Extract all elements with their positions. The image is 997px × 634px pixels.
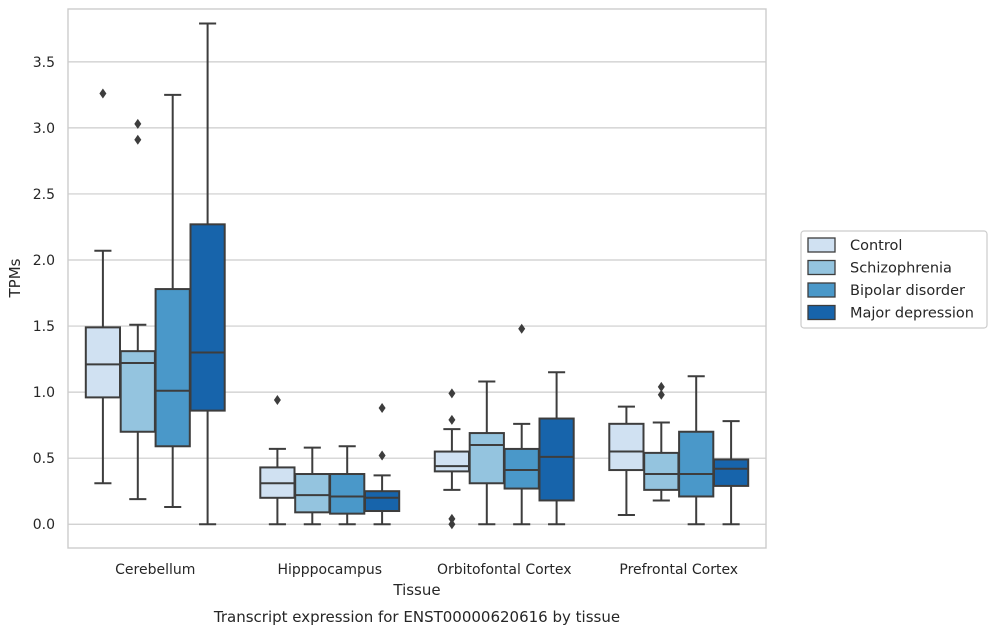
box-iqr	[189, 223, 226, 412]
outlier-point	[657, 381, 665, 392]
box-mark	[119, 118, 156, 501]
legend: Control Schizophrenia Bipolar disorder Majo…	[800, 230, 988, 329]
y-tick-label: 1.0	[33, 385, 55, 401]
box-iqr	[433, 450, 471, 473]
outlier-point	[657, 389, 665, 400]
box-iqr	[538, 417, 575, 502]
outlier-point	[448, 519, 456, 530]
y-tick-label: 0.0	[33, 517, 55, 533]
y-tick-label: 3.5	[33, 55, 55, 71]
box-iqr	[712, 458, 750, 487]
series-group	[84, 88, 645, 530]
legend-label: Control	[850, 238, 902, 254]
legend-label: Bipolar disorder	[850, 283, 965, 299]
outlier-point	[99, 88, 107, 99]
box-mark	[503, 323, 540, 526]
box-mark	[712, 420, 750, 526]
plot-area-frame	[67, 8, 767, 549]
outlier-point	[134, 134, 142, 145]
box-iqr	[154, 288, 191, 448]
x-tick-label: Prefrontal Cortex	[619, 562, 738, 578]
legend-label: Schizophrenia	[850, 261, 952, 277]
y-tick-label: 3.0	[33, 121, 55, 137]
box-series	[84, 22, 750, 530]
box-mark	[189, 22, 226, 526]
box-mark	[678, 375, 715, 526]
box-iqr	[294, 473, 331, 514]
outlier-point	[448, 414, 456, 425]
legend-frame	[800, 230, 988, 329]
outlier-point	[378, 450, 386, 461]
box-mark	[363, 402, 401, 526]
series-group	[119, 118, 680, 526]
y-axis-title: TPMs	[6, 258, 24, 298]
box-iqr	[608, 422, 645, 472]
y-tick-label: 1.5	[33, 319, 55, 335]
legend-swatch	[807, 304, 836, 321]
x-axis-title: Tissue	[392, 581, 440, 599]
legend-label: Major depression	[850, 306, 974, 322]
outlier-point	[448, 388, 456, 399]
outlier-point	[378, 402, 386, 413]
x-axis-ticks: Cerebellum Hipppocampus Orbitofontal Corte…	[115, 562, 738, 578]
y-tick-label: 2.5	[33, 187, 55, 203]
box-iqr	[329, 473, 366, 515]
box-mark	[84, 88, 122, 485]
box-iqr	[84, 326, 122, 399]
box-iqr	[468, 432, 505, 485]
outlier-point	[134, 118, 142, 129]
outlier-point	[518, 323, 526, 334]
box-iqr	[363, 490, 401, 513]
box-mark	[154, 93, 191, 509]
box-iqr	[643, 451, 680, 491]
box-mark	[259, 395, 296, 526]
series-group	[189, 22, 750, 526]
series-group	[154, 93, 715, 526]
box-mark	[643, 381, 680, 502]
y-tick-label: 2.0	[33, 253, 55, 269]
box-mark	[433, 388, 471, 530]
box-mark	[329, 445, 366, 526]
box-mark	[294, 446, 331, 526]
legend-swatch	[807, 237, 836, 253]
x-tick-label: Cerebellum	[115, 562, 195, 578]
box-iqr	[678, 430, 715, 498]
legend-swatch	[807, 259, 836, 276]
outlier-point	[448, 513, 456, 524]
x-tick-label: Hipppocampus	[277, 562, 382, 578]
y-tick-label: 0.5	[33, 451, 55, 467]
box-mark	[538, 371, 575, 526]
box-mark	[468, 380, 505, 526]
outlier-point	[273, 395, 281, 406]
box-mark	[608, 405, 645, 516]
box-iqr	[119, 350, 156, 433]
legend-swatch	[807, 282, 836, 298]
chart-caption: Transcript expression for ENST0000062061…	[213, 608, 620, 626]
x-tick-label: Orbitofontal Cortex	[437, 562, 572, 578]
box-iqr	[503, 447, 540, 490]
y-axis-ticks: 0.0 0.5 1.0 1.5 2.0 2.5 3.0 3.5	[33, 55, 55, 533]
